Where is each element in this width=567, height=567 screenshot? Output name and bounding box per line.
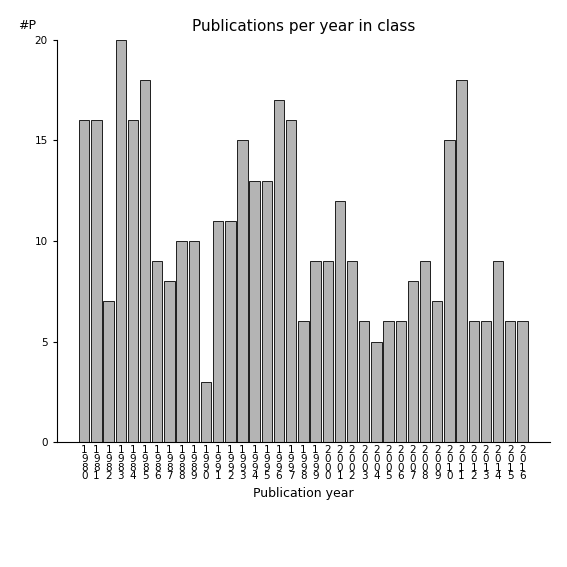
Bar [249,180,260,442]
Bar [383,321,393,442]
Bar [286,120,297,442]
Bar [371,341,382,442]
Bar [91,120,101,442]
Bar [176,241,187,442]
Bar [79,120,90,442]
Bar [116,40,126,442]
Bar [396,321,406,442]
Bar [261,180,272,442]
Bar [213,221,223,442]
Bar [359,321,369,442]
Bar [298,321,308,442]
Bar [456,80,467,442]
Bar [505,321,515,442]
Bar [189,241,199,442]
Y-axis label: #P: #P [18,19,36,32]
Bar [517,321,527,442]
Bar [481,321,491,442]
Bar [103,302,114,442]
Bar [493,261,503,442]
Bar [274,100,284,442]
Bar [140,80,150,442]
Bar [152,261,163,442]
Bar [347,261,357,442]
Bar [408,281,418,442]
X-axis label: Publication year: Publication year [253,487,354,500]
Title: Publications per year in class: Publications per year in class [192,19,415,35]
Bar [444,141,455,442]
Bar [238,141,248,442]
Bar [201,382,211,442]
Bar [310,261,321,442]
Bar [432,302,442,442]
Bar [335,201,345,442]
Bar [468,321,479,442]
Bar [225,221,235,442]
Bar [420,261,430,442]
Bar [323,261,333,442]
Bar [164,281,175,442]
Bar [128,120,138,442]
